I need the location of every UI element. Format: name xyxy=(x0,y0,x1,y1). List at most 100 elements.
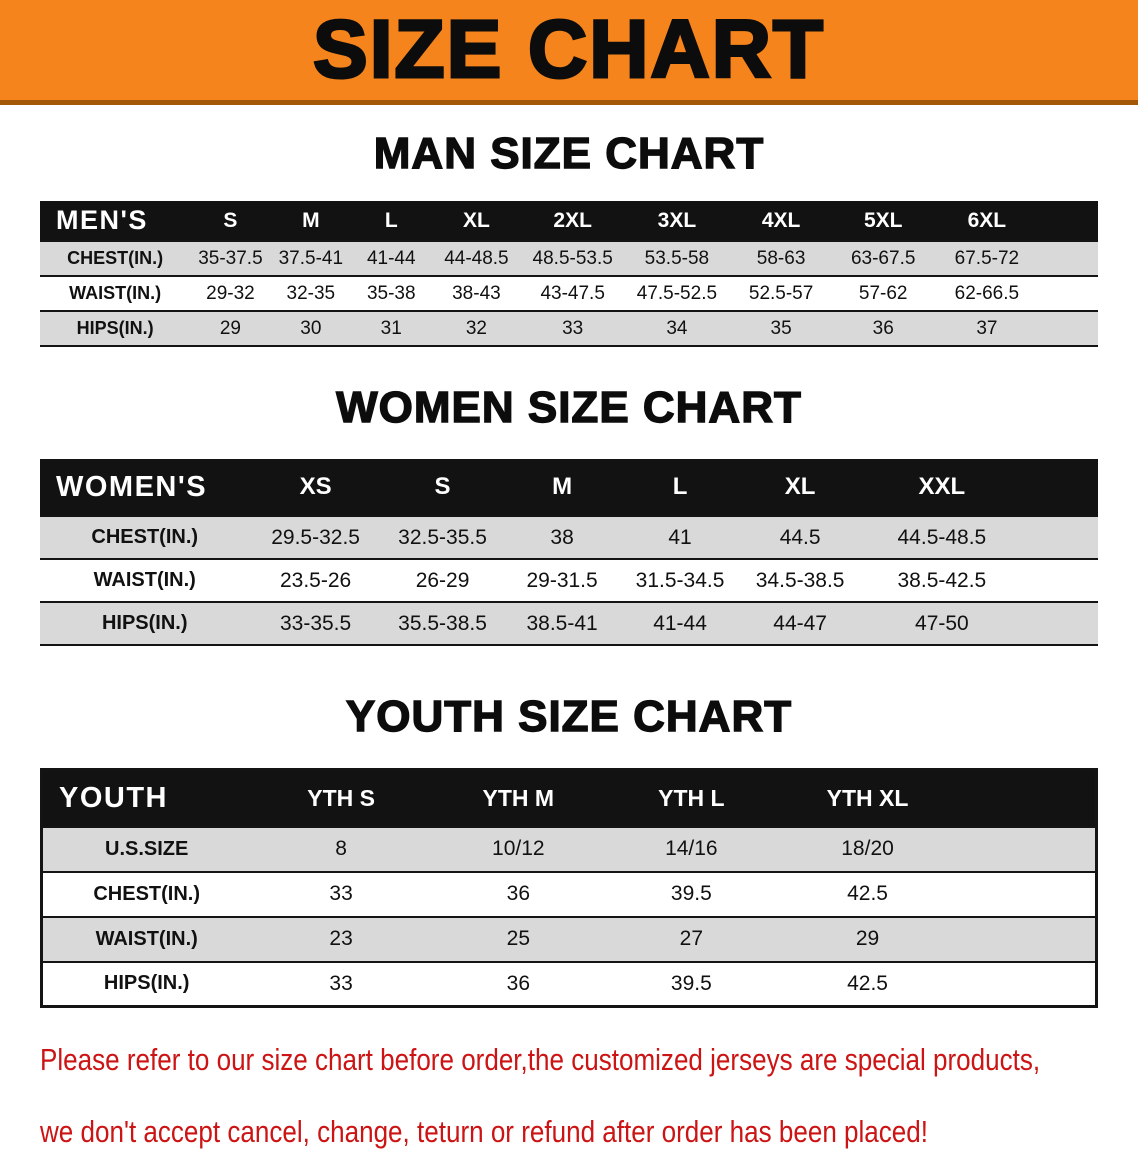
man-size-section: MAN SIZE CHART MEN'S S M L XL 2XL 3XL 4XL 5XL 6XL… xyxy=(0,128,1138,347)
header-row: WOMEN'S XS S M L XL XXL xyxy=(40,459,1098,516)
size-column-header: XXL xyxy=(918,473,966,500)
size-column-header: 2XL xyxy=(553,208,592,232)
row-label: U.S.SIZE xyxy=(105,837,189,860)
youth-size-table: YOUTH YTH S YTH M YTH L YTH XL U.S.SIZE 8 10/12… xyxy=(40,768,1098,1008)
women-size-table: WOMEN'S XS S M L XL XXL CHEST(IN.) 29.5-32.5 32.5… xyxy=(40,459,1098,646)
size-value: 38.5-41 xyxy=(526,611,598,635)
table-title: YOUTH xyxy=(59,781,168,814)
size-value: 38.5-42.5 xyxy=(897,568,987,592)
size-column-header: 5XL xyxy=(863,208,903,232)
size-value: 67.5-72 xyxy=(954,247,1020,269)
size-value: 42.5 xyxy=(847,882,888,905)
measurement-row: HIPS(IN.) 33-35.5 35.5-38.5 38.5-41 41-44 44-… xyxy=(40,602,1098,645)
spacer-cell xyxy=(1040,241,1098,276)
size-value: 42.5 xyxy=(847,971,888,995)
spacer-cell xyxy=(957,962,1096,1007)
size-column-header: YTH XL xyxy=(826,784,909,811)
spacer-cell xyxy=(1023,459,1098,516)
size-value: 41-44 xyxy=(366,247,416,269)
size-value: 41 xyxy=(668,525,692,549)
size-value: 39.5 xyxy=(670,882,712,905)
size-value: 18/20 xyxy=(841,837,894,860)
size-column-header: 4XL xyxy=(761,208,801,232)
size-value: 34 xyxy=(666,317,688,339)
spacer-cell xyxy=(1023,602,1098,645)
size-value: 33 xyxy=(329,882,353,905)
size-column-header: YTH L xyxy=(658,784,725,811)
measurement-row: HIPS(IN.) 29 30 31 32 33 34 35 36 37 xyxy=(40,311,1098,346)
banner: SIZE CHART xyxy=(0,0,1138,105)
youth-size-section: YOUTH SIZE CHART YOUTH YTH S YTH M YTH L YTH… xyxy=(0,691,1138,1008)
size-column-header: XL xyxy=(784,473,816,500)
header-row: MEN'S S M L XL 2XL 3XL 4XL 5XL 6XL xyxy=(40,201,1098,241)
row-label: CHEST(IN.) xyxy=(93,882,201,905)
size-value: 33 xyxy=(562,317,584,339)
measurement-row: CHEST(IN.) 33 36 39.5 42.5 xyxy=(41,871,1097,917)
disclaimer-line-1: Please refer to our size chart before or… xyxy=(40,1042,1041,1077)
size-value: 29-31.5 xyxy=(526,568,598,592)
size-value: 62-66.5 xyxy=(954,282,1020,304)
spacer-cell xyxy=(957,827,1096,872)
size-value: 47-50 xyxy=(915,611,969,635)
row-label: HIPS(IN.) xyxy=(76,318,154,338)
size-column-header: XS xyxy=(299,473,332,500)
size-value: 44.5 xyxy=(779,525,821,549)
spacer-cell xyxy=(957,770,1096,827)
size-value: 10/12 xyxy=(492,837,545,860)
spacer-cell xyxy=(1040,276,1098,311)
size-value: 29-32 xyxy=(206,282,255,304)
size-value: 43-47.5 xyxy=(540,282,605,304)
size-value: 57-62 xyxy=(858,282,908,304)
size-value: 35.5-38.5 xyxy=(398,611,487,635)
size-value: 36 xyxy=(506,971,531,995)
measurement-row: WAIST(IN.) 23.5-26 26-29 29-31.5 31.5-34.5 34… xyxy=(40,559,1098,602)
size-value: 23.5-26 xyxy=(279,568,352,592)
table-title: MEN'S xyxy=(56,205,148,235)
size-column-header: L xyxy=(672,473,688,500)
size-value: 32.5-35.5 xyxy=(398,525,487,549)
row-label: HIPS(IN.) xyxy=(101,612,188,634)
size-value: 29 xyxy=(219,317,241,339)
size-value: 63-67.5 xyxy=(850,247,916,269)
size-column-header: YTH S xyxy=(307,784,375,811)
size-value: 38-43 xyxy=(452,282,501,304)
size-column-header: L xyxy=(384,208,398,232)
size-column-header: S xyxy=(434,473,451,500)
size-value: 32-35 xyxy=(286,282,336,304)
header-row: YOUTH YTH S YTH M YTH L YTH XL xyxy=(41,769,1097,827)
size-value: 53.5-58 xyxy=(644,247,710,269)
size-value: 44-48.5 xyxy=(444,247,509,269)
size-value: 36 xyxy=(506,882,531,905)
size-value: 30 xyxy=(300,317,322,339)
size-column-header: XL xyxy=(462,208,490,232)
size-value: 36 xyxy=(872,317,894,339)
measurement-row: CHEST(IN.) 35-37.5 37.5-41 41-44 44-48.5 48.5… xyxy=(40,241,1098,276)
row-label: WAIST(IN.) xyxy=(69,283,162,303)
size-column-header: M xyxy=(552,473,573,500)
table-title: WOMEN'S xyxy=(56,470,208,503)
size-value: 31 xyxy=(380,317,402,339)
size-value: 41-44 xyxy=(653,611,707,635)
row-label: HIPS(IN.) xyxy=(103,972,190,995)
size-column-header: 6XL xyxy=(967,208,1007,232)
row-label: WAIST(IN.) xyxy=(95,927,198,950)
size-value: 35 xyxy=(770,317,792,339)
size-value: 38 xyxy=(550,525,574,549)
size-value: 48.5-53.5 xyxy=(532,247,613,269)
size-value: 58-63 xyxy=(756,247,806,269)
size-value: 32 xyxy=(465,317,487,339)
size-value: 8 xyxy=(335,837,347,860)
spacer-cell xyxy=(957,872,1096,917)
size-value: 39.5 xyxy=(670,971,712,995)
man-size-table: MEN'S S M L XL 2XL 3XL 4XL 5XL 6XL CHEST(IN.) 35-37… xyxy=(40,201,1098,347)
size-value: 47.5-52.5 xyxy=(636,282,718,304)
measurement-row: HIPS(IN.) 33 36 39.5 42.5 xyxy=(41,961,1097,1007)
size-value: 37 xyxy=(976,317,998,339)
row-label: CHEST(IN.) xyxy=(91,526,199,548)
row-label: WAIST(IN.) xyxy=(93,569,196,591)
size-value: 27 xyxy=(679,927,704,950)
spacer-cell xyxy=(1040,311,1098,346)
size-value: 25 xyxy=(506,927,531,950)
size-value: 44.5-48.5 xyxy=(897,525,987,549)
